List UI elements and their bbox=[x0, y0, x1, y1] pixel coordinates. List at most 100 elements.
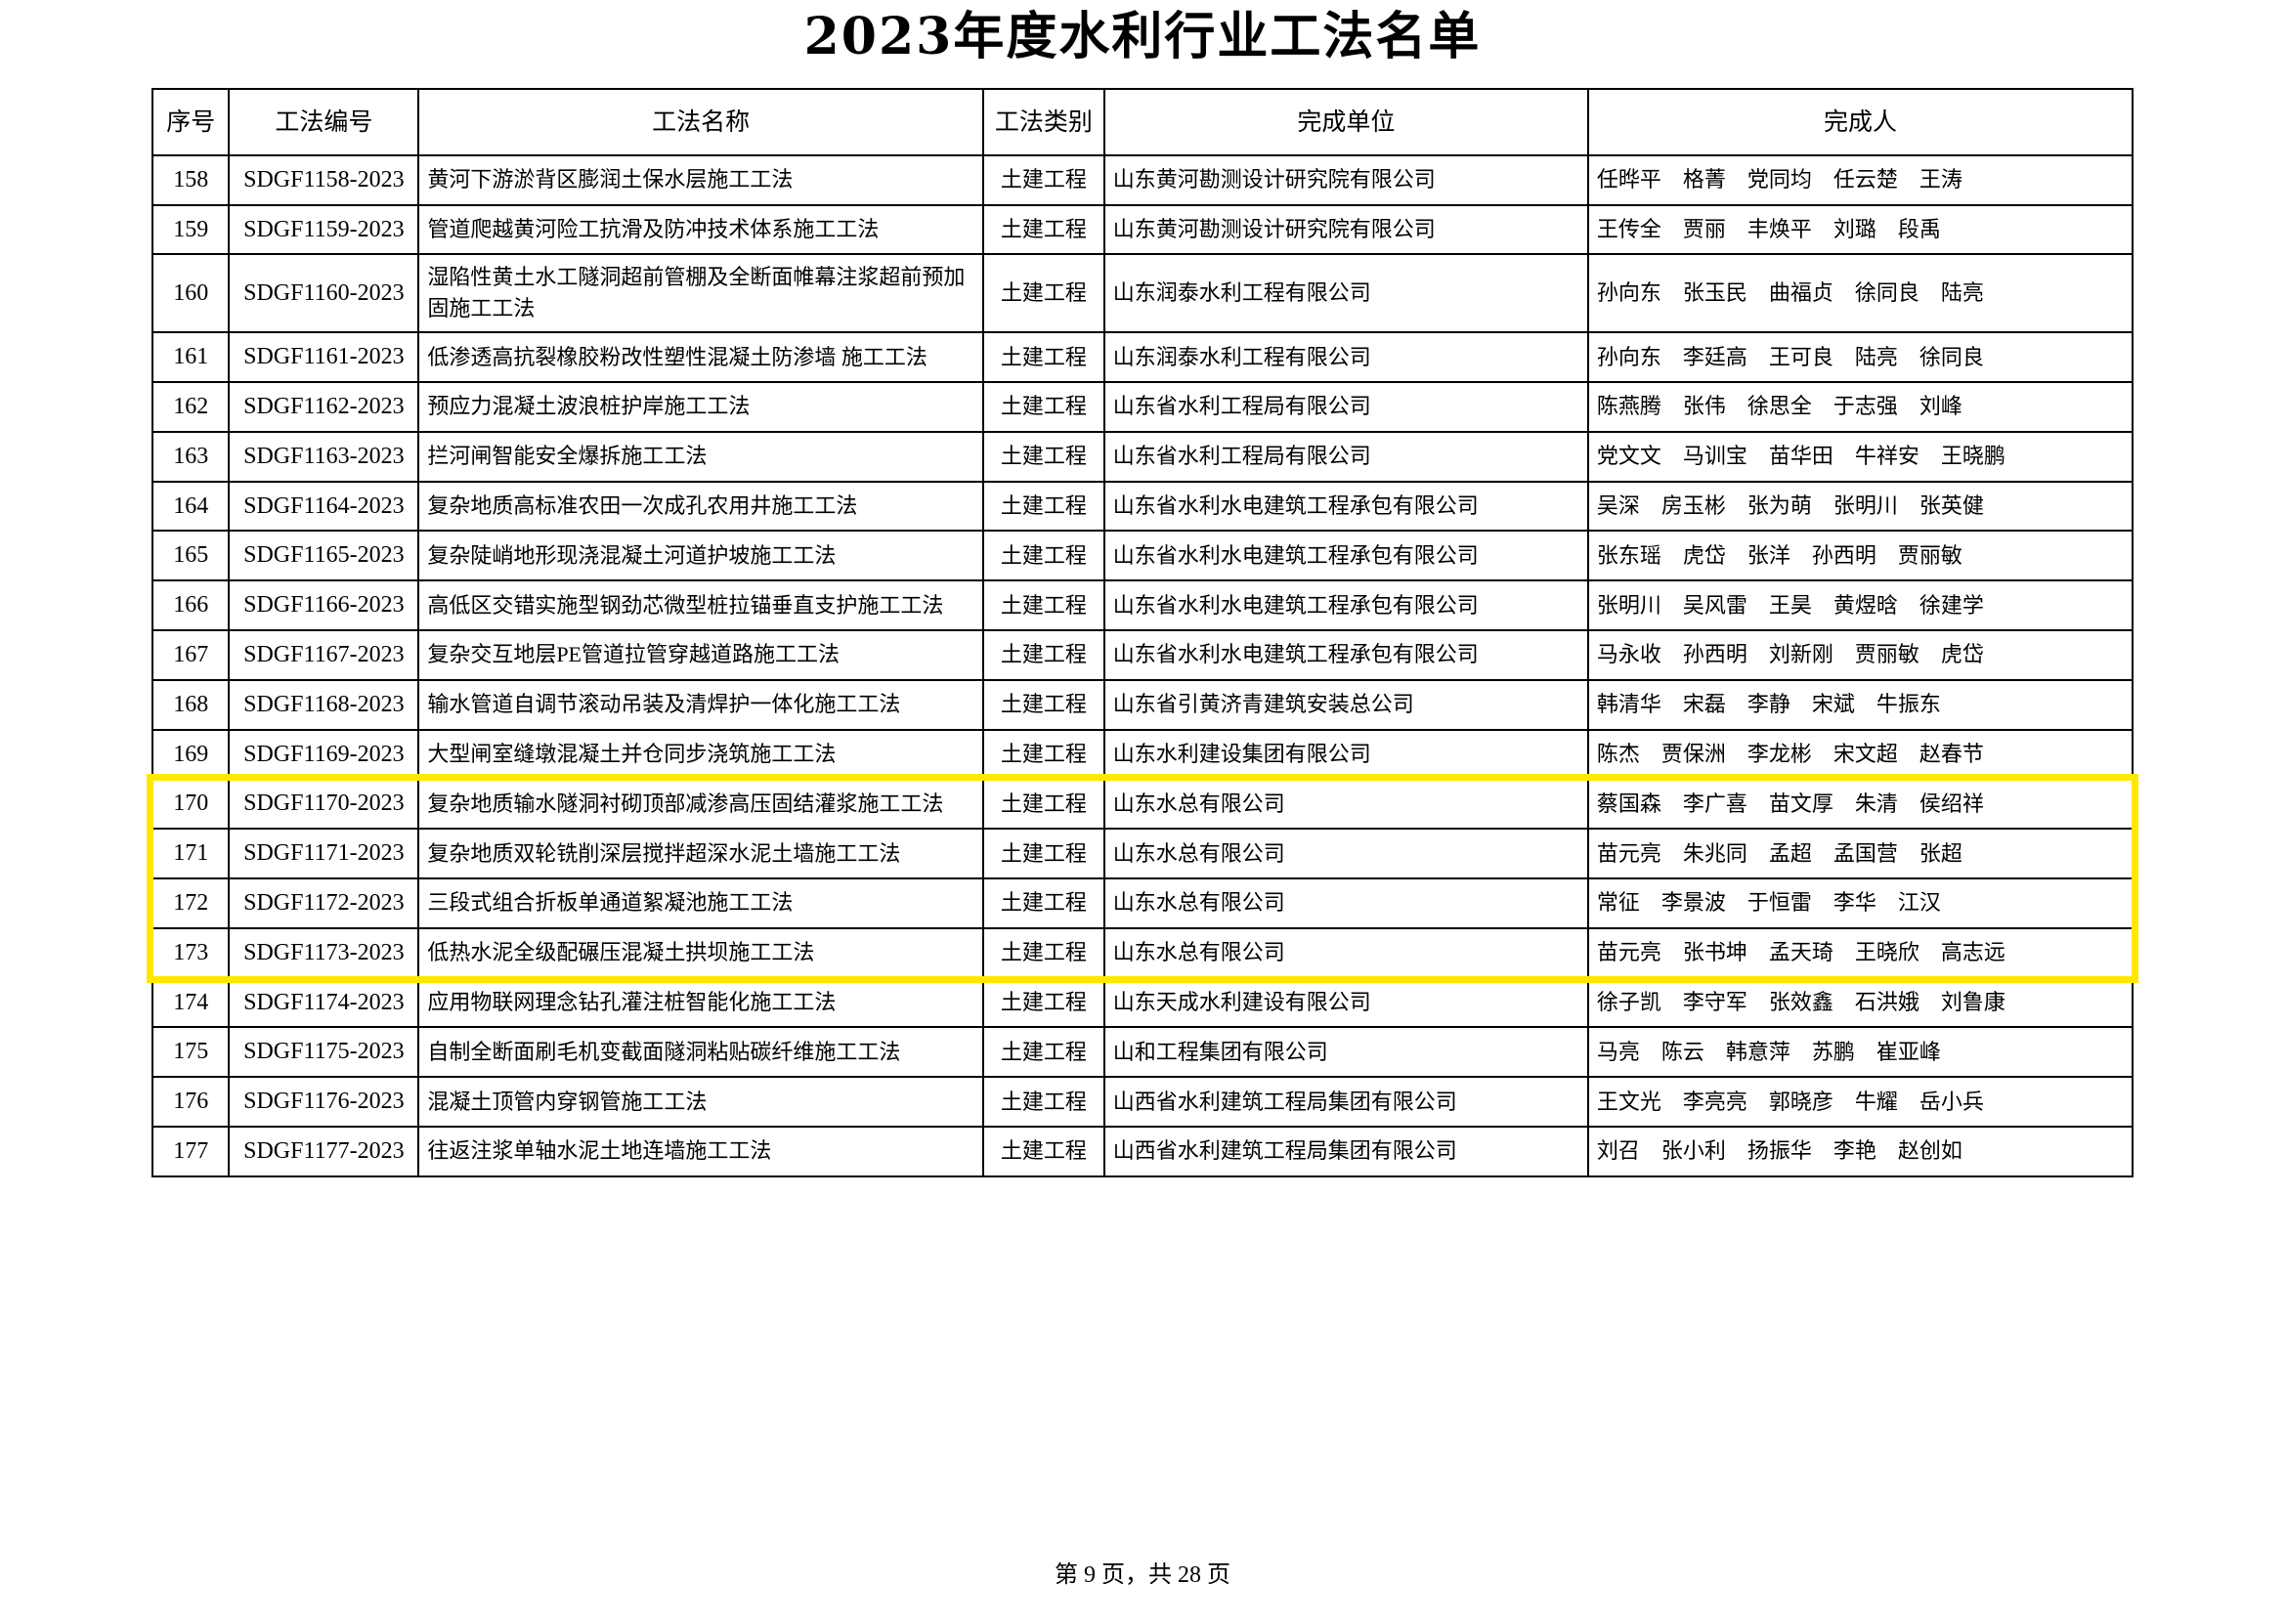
cell-name: 预应力混凝土波浪桩护岸施工工法 bbox=[417, 380, 984, 433]
cell-people: 常征 李景波 于恒雷 李华 江汉 bbox=[1586, 876, 2134, 929]
cell-type: 土建工程 bbox=[981, 628, 1105, 681]
cell-no: 169 bbox=[151, 728, 231, 781]
cell-unit: 山东水总有限公司 bbox=[1102, 778, 1589, 831]
cell-type: 土建工程 bbox=[981, 253, 1105, 334]
cell-name: 复杂陡峭地形现浇混凝土河道护坡施工工法 bbox=[417, 530, 984, 582]
cell-name: 低热水泥全级配碾压混凝土拱坝施工工法 bbox=[417, 926, 984, 979]
table-row: 158 SDGF1158-2023 黄河下游淤背区膨润土保水层施工工法 土建工程 山东黄… bbox=[151, 153, 2134, 206]
cell-type: 土建工程 bbox=[981, 380, 1105, 433]
cell-unit: 山东省水利水电建筑工程承包有限公司 bbox=[1102, 480, 1589, 533]
cell-type: 土建工程 bbox=[981, 728, 1105, 781]
cell-type: 土建工程 bbox=[981, 876, 1105, 929]
cell-no: 161 bbox=[151, 331, 231, 383]
cell-type: 土建工程 bbox=[981, 331, 1105, 383]
cell-type: 土建工程 bbox=[981, 203, 1105, 256]
cell-name: 复杂交互地层PE管道拉管穿越道路施工工法 bbox=[417, 628, 984, 681]
cell-name: 自制全断面刷毛机变截面隧洞粘贴碳纤维施工工法 bbox=[417, 1026, 984, 1079]
cell-unit: 山东水利建设集团有限公司 bbox=[1102, 728, 1589, 781]
cell-unit: 山东省引黄济青建筑安装总公司 bbox=[1102, 678, 1589, 731]
cell-code: SDGF1169-2023 bbox=[228, 728, 420, 781]
cell-no: 170 bbox=[151, 778, 231, 831]
cell-code: SDGF1158-2023 bbox=[228, 153, 420, 206]
cell-type: 土建工程 bbox=[981, 153, 1105, 206]
cell-people: 陈燕腾 张伟 徐思全 于志强 刘峰 bbox=[1586, 380, 2134, 433]
cell-no: 172 bbox=[151, 876, 231, 929]
cell-no: 171 bbox=[151, 828, 231, 879]
cell-people: 韩清华 宋磊 李静 宋斌 牛振东 bbox=[1586, 678, 2134, 731]
table-row: 163 SDGF1163-2023 拦河闸智能安全爆拆施工工法 土建工程 山东省水利工程… bbox=[151, 430, 2134, 483]
cell-no: 162 bbox=[151, 380, 231, 433]
cell-name: 三段式组合折板单通道絮凝池施工工法 bbox=[417, 876, 984, 929]
cell-code: SDGF1172-2023 bbox=[228, 876, 420, 929]
cell-code: SDGF1165-2023 bbox=[228, 530, 420, 582]
table-header-row: 序号 工法编号 工法名称 工法类别 完成单位 完成人 bbox=[151, 87, 2134, 156]
cell-people: 吴深 房玉彬 张为萌 张明川 张英健 bbox=[1586, 480, 2134, 533]
cell-name: 输水管道自调节滚动吊装及清焊护一体化施工工法 bbox=[417, 678, 984, 731]
table-row: 168 SDGF1168-2023 输水管道自调节滚动吊装及清焊护一体化施工工法 土建… bbox=[151, 678, 2134, 731]
cell-people: 党文文 马训宝 苗华田 牛祥安 王晓鹏 bbox=[1586, 430, 2134, 483]
cell-name: 黄河下游淤背区膨润土保水层施工工法 bbox=[417, 153, 984, 206]
cell-no: 164 bbox=[151, 480, 231, 533]
document-page: 2023年度水利行业工法名单 序号 工法编号 工法名称 工法类别 完成单位 完成… bbox=[0, 8, 2285, 1624]
cell-type: 土建工程 bbox=[981, 530, 1105, 582]
column-header-unit: 完成单位 bbox=[1102, 87, 1589, 156]
cell-name: 复杂地质高标准农田一次成孔农用井施工工法 bbox=[417, 480, 984, 533]
cell-people: 马亮 陈云 韩意萍 苏鹏 崔亚峰 bbox=[1586, 1026, 2134, 1079]
table-row: 173 SDGF1173-2023 低热水泥全级配碾压混凝土拱坝施工工法 土建工程 山东… bbox=[151, 926, 2134, 979]
cell-code: SDGF1166-2023 bbox=[228, 579, 420, 631]
table-container: 序号 工法编号 工法名称 工法类别 完成单位 完成人 158 SDGF1158-2… bbox=[151, 87, 2134, 1177]
cell-code: SDGF1170-2023 bbox=[228, 778, 420, 831]
cell-people: 刘召 张小利 扬振华 李艳 赵创如 bbox=[1586, 1125, 2134, 1177]
cell-people: 徐子凯 李守军 张效鑫 石洪娥 刘鲁康 bbox=[1586, 976, 2134, 1029]
cell-code: SDGF1163-2023 bbox=[228, 430, 420, 483]
cell-people: 蔡国森 李广喜 苗文厚 朱清 侯绍祥 bbox=[1586, 778, 2134, 831]
cell-no: 165 bbox=[151, 530, 231, 582]
cell-people: 张明川 吴风雷 王昊 黄煜晗 徐建学 bbox=[1586, 579, 2134, 631]
table-header: 序号 工法编号 工法名称 工法类别 完成单位 完成人 bbox=[151, 87, 2134, 156]
cell-unit: 山东水总有限公司 bbox=[1102, 926, 1589, 979]
cell-people: 陈杰 贾保洲 李龙彬 宋文超 赵春节 bbox=[1586, 728, 2134, 781]
table-row: 175 SDGF1175-2023 自制全断面刷毛机变截面隧洞粘贴碳纤维施工工法 土建… bbox=[151, 1026, 2134, 1079]
table-body: 158 SDGF1158-2023 黄河下游淤背区膨润土保水层施工工法 土建工程 山东黄… bbox=[151, 153, 2134, 1177]
cell-no: 173 bbox=[151, 926, 231, 979]
cell-name: 大型闸室缝墩混凝土并仓同步浇筑施工工法 bbox=[417, 728, 984, 781]
cell-unit: 山西省水利建筑工程局集团有限公司 bbox=[1102, 1076, 1589, 1128]
cell-code: SDGF1162-2023 bbox=[228, 380, 420, 433]
cell-unit: 山西省水利建筑工程局集团有限公司 bbox=[1102, 1125, 1589, 1177]
cell-code: SDGF1167-2023 bbox=[228, 628, 420, 681]
cell-code: SDGF1174-2023 bbox=[228, 976, 420, 1029]
cell-code: SDGF1168-2023 bbox=[228, 678, 420, 731]
cell-code: SDGF1176-2023 bbox=[228, 1076, 420, 1128]
cell-name: 低渗透高抗裂橡胶粉改性塑性混凝土防渗墙 施工工法 bbox=[417, 331, 984, 383]
cell-people: 王文光 李亮亮 郭晓彦 牛耀 岳小兵 bbox=[1586, 1076, 2134, 1128]
cell-no: 159 bbox=[151, 203, 231, 256]
cell-unit: 山东润泰水利工程有限公司 bbox=[1102, 331, 1589, 383]
table-row: 165 SDGF1165-2023 复杂陡峭地形现浇混凝土河道护坡施工工法 土建工程山… bbox=[151, 530, 2134, 582]
cell-people: 王传全 贾丽 丰焕平 刘璐 段禹 bbox=[1586, 203, 2134, 256]
cell-people: 苗元亮 朱兆同 孟超 孟国营 张超 bbox=[1586, 828, 2134, 879]
cell-no: 160 bbox=[151, 253, 231, 334]
cell-unit: 山东天成水利建设有限公司 bbox=[1102, 976, 1589, 1029]
cell-code: SDGF1164-2023 bbox=[228, 480, 420, 533]
cell-no: 167 bbox=[151, 628, 231, 681]
table-row: 169 SDGF1169-2023 大型闸室缝墩混凝土并仓同步浇筑施工工法 土建工程山… bbox=[151, 728, 2134, 781]
cell-no: 163 bbox=[151, 430, 231, 483]
page-title: 2023年度水利行业工法名单 bbox=[803, 7, 1482, 66]
cell-unit: 山东黄河勘测设计研究院有限公司 bbox=[1102, 203, 1589, 256]
cell-unit: 山和工程集团有限公司 bbox=[1102, 1026, 1589, 1079]
cell-unit: 山东省水利水电建筑工程承包有限公司 bbox=[1102, 628, 1589, 681]
cell-people: 任晔平 格菁 党同均 任云楚 王涛 bbox=[1586, 153, 2134, 206]
table-row: 159 SDGF1159-2023 管道爬越黄河险工抗滑及防冲技术体系施工工法 土建工… bbox=[151, 203, 2134, 256]
cell-code: SDGF1161-2023 bbox=[228, 331, 420, 383]
table-row: 176 SDGF1176-2023 混凝土顶管内穿钢管施工工法 土建工程 山西省水利建筑… bbox=[151, 1076, 2134, 1128]
cell-code: SDGF1175-2023 bbox=[228, 1026, 420, 1079]
cell-code: SDGF1171-2023 bbox=[228, 828, 420, 879]
cell-type: 土建工程 bbox=[981, 828, 1105, 879]
table-row: 174 SDGF1174-2023 应用物联网理念钻孔灌注桩智能化施工工法 土建工程山… bbox=[151, 976, 2134, 1029]
table-row: 171 SDGF1171-2023 复杂地质双轮铣削深层搅拌超深水泥土墙施工工法 土建… bbox=[151, 828, 2134, 879]
table-row: 162 SDGF1162-2023 预应力混凝土波浪桩护岸施工工法 土建工程 山东省水利… bbox=[151, 380, 2134, 433]
cell-type: 土建工程 bbox=[981, 430, 1105, 483]
cell-people: 苗元亮 张书坤 孟天琦 王晓欣 高志远 bbox=[1586, 926, 2134, 979]
cell-name: 往返注浆单轴水泥土地连墙施工工法 bbox=[417, 1125, 984, 1177]
table-row: 172 SDGF1172-2023 三段式组合折板单通道絮凝池施工工法 土建工程 山东水… bbox=[151, 876, 2134, 929]
